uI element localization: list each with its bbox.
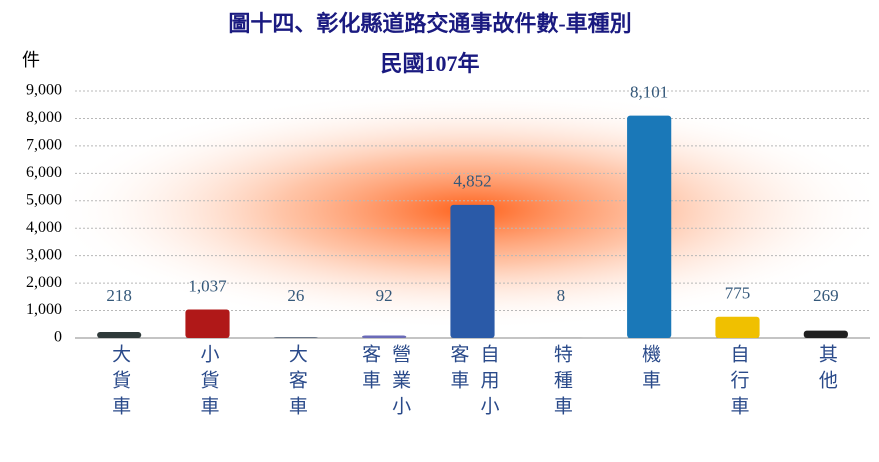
- x-tick-label: 其他: [815, 344, 837, 396]
- chart-title: 圖十四、彰化縣道路交通事故件數-車種別: [228, 11, 631, 36]
- x-tick-label-box: 機車: [639, 344, 661, 396]
- chart-subtitle: 民國107年: [380, 51, 479, 76]
- bar: [185, 309, 230, 338]
- y-tick-label: 0: [54, 329, 62, 346]
- y-axis-label: 件: [22, 50, 40, 70]
- x-tick-label-box: 大貨車: [109, 344, 131, 422]
- y-tick-label: 6,000: [26, 164, 62, 181]
- y-tick-label: 4,000: [26, 219, 62, 236]
- y-tick-label: 1,000: [26, 301, 62, 318]
- bar: [273, 337, 318, 338]
- x-tick-label: 小貨車: [197, 344, 219, 422]
- data-label: 1,037: [188, 276, 227, 295]
- data-label: 92: [376, 286, 393, 305]
- y-tick-label: 7,000: [26, 137, 62, 154]
- y-tick-label: 2,000: [26, 274, 62, 291]
- bar: [715, 316, 760, 338]
- bar: [803, 330, 848, 338]
- y-tick-label: 8,000: [26, 109, 62, 126]
- x-tick-label-box: 自用小客車: [447, 344, 499, 422]
- data-label: 4,852: [453, 172, 491, 191]
- data-label: 269: [813, 286, 839, 305]
- bar: [97, 332, 142, 338]
- x-tick-label: 機車: [639, 344, 661, 396]
- y-tick-label: 9,000: [26, 82, 62, 99]
- y-tick-label: 5,000: [26, 191, 62, 208]
- x-tick-label-box: 大客車: [285, 344, 307, 422]
- x-tick-label-box: 自行車: [727, 344, 749, 422]
- x-tick-label: 營業小客車: [359, 344, 411, 422]
- bar: [627, 115, 672, 339]
- data-label: 8: [557, 286, 566, 305]
- data-label: 218: [106, 286, 132, 305]
- x-tick-label: 自行車: [727, 344, 749, 422]
- x-tick-label: 大客車: [285, 344, 307, 422]
- data-label: 26: [287, 286, 304, 305]
- x-tick-label-box: 特種車: [550, 344, 572, 422]
- x-tick-label-box: 營業小客車: [359, 344, 411, 422]
- x-tick-label-box: 其他: [815, 344, 837, 396]
- data-label: 8,101: [630, 83, 668, 102]
- data-label: 775: [725, 284, 751, 303]
- x-tick-label: 自用小客車: [447, 344, 499, 422]
- x-tick-label-box: 小貨車: [197, 344, 219, 422]
- y-tick-label: 3,000: [26, 246, 62, 263]
- bar: [450, 204, 495, 338]
- x-tick-label: 特種車: [550, 344, 572, 422]
- bar: [362, 335, 407, 338]
- x-tick-label: 大貨車: [109, 344, 131, 422]
